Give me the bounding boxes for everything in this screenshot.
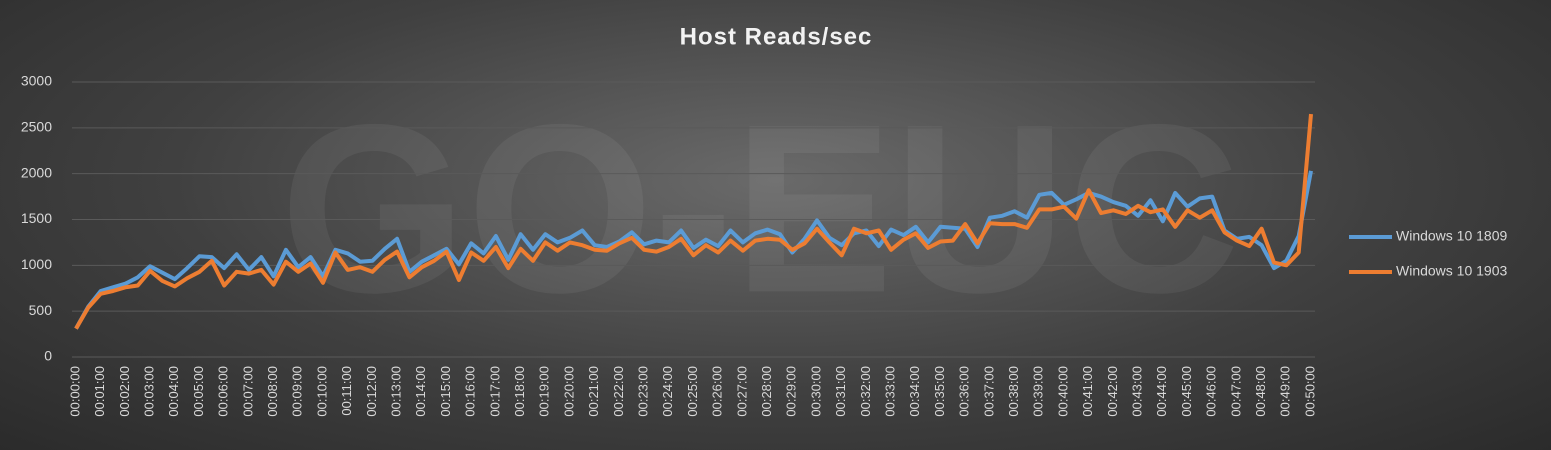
- x-tick-label: 00:29:00: [784, 366, 799, 417]
- x-tick-label: 00:26:00: [710, 366, 725, 417]
- x-tick-label: 00:36:00: [957, 366, 972, 417]
- x-tick-label: 00:32:00: [858, 366, 873, 417]
- watermark: GO-EUC: [280, 74, 1240, 342]
- x-tick-label: 00:15:00: [438, 366, 453, 417]
- x-tick-label: 00:17:00: [487, 366, 502, 417]
- series-line: [74, 113, 1313, 330]
- x-tick-label: 00:45:00: [1179, 366, 1194, 417]
- x-tick-label: 00:35:00: [932, 366, 947, 417]
- x-tick-label: 00:20:00: [561, 366, 576, 417]
- x-tick-label: 00:19:00: [537, 366, 552, 417]
- x-tick-label: 00:25:00: [685, 366, 700, 417]
- x-tick-label: 00:44:00: [1154, 366, 1169, 417]
- x-tick-label: 00:01:00: [92, 366, 107, 417]
- x-tick-label: 00:40:00: [1055, 366, 1070, 417]
- x-tick-label: 00:08:00: [265, 366, 280, 417]
- x-tick-label: 00:42:00: [1105, 366, 1120, 417]
- legend-label: Windows 10 1903: [1396, 263, 1508, 279]
- chart-title: Host Reads/sec: [680, 23, 873, 50]
- x-tick-label: 00:18:00: [512, 366, 527, 417]
- x-tick-label: 00:21:00: [586, 366, 601, 417]
- y-tick-label: 2000: [21, 164, 52, 180]
- series-line: [74, 170, 1313, 330]
- x-tick-label: 00:13:00: [389, 366, 404, 417]
- x-tick-label: 00:04:00: [166, 366, 181, 417]
- legend-label: Windows 10 1809: [1396, 228, 1508, 244]
- x-tick-label: 00:50:00: [1302, 366, 1317, 417]
- y-tick-label: 500: [29, 302, 53, 318]
- x-tick-label: 00:07:00: [240, 366, 255, 417]
- x-tick-label: 00:34:00: [907, 366, 922, 417]
- x-tick-label: 00:12:00: [364, 366, 379, 417]
- x-tick-label: 00:31:00: [833, 366, 848, 417]
- x-tick-label: 00:23:00: [636, 366, 651, 417]
- x-tick-label: 00:37:00: [981, 366, 996, 417]
- x-tick-label: 00:22:00: [611, 366, 626, 417]
- x-tick-label: 00:10:00: [314, 366, 329, 417]
- x-tick-label: 00:00:00: [67, 366, 82, 417]
- x-tick-label: 00:14:00: [413, 366, 428, 417]
- y-tick-label: 3000: [21, 73, 52, 89]
- y-tick-label: 0: [44, 348, 52, 364]
- x-tick-label: 00:46:00: [1204, 366, 1219, 417]
- x-tick-label: 00:49:00: [1278, 366, 1293, 417]
- x-tick-label: 00:03:00: [142, 366, 157, 417]
- x-tick-label: 00:47:00: [1228, 366, 1243, 417]
- y-tick-label: 1000: [21, 256, 52, 272]
- x-tick-label: 00:30:00: [808, 366, 823, 417]
- x-tick-label: 00:24:00: [660, 366, 675, 417]
- x-tick-label: 00:33:00: [883, 366, 898, 417]
- x-tick-label: 00:43:00: [1130, 366, 1145, 417]
- x-tick-label: 00:48:00: [1253, 366, 1268, 417]
- x-tick-label: 00:09:00: [290, 366, 305, 417]
- x-tick-label: 00:41:00: [1080, 366, 1095, 417]
- y-tick-label: 1500: [21, 210, 52, 226]
- x-tick-label: 00:11:00: [339, 366, 354, 416]
- x-tick-label: 00:16:00: [463, 366, 478, 417]
- x-tick-label: 00:02:00: [117, 366, 132, 417]
- y-tick-label: 2500: [21, 119, 52, 135]
- x-tick-label: 00:28:00: [759, 366, 774, 417]
- x-tick-label: 00:39:00: [1031, 366, 1046, 417]
- x-tick-label: 00:05:00: [191, 366, 206, 417]
- x-tick-label: 00:27:00: [734, 366, 749, 417]
- x-tick-label: 00:38:00: [1006, 366, 1021, 417]
- x-tick-label: 00:06:00: [216, 366, 231, 417]
